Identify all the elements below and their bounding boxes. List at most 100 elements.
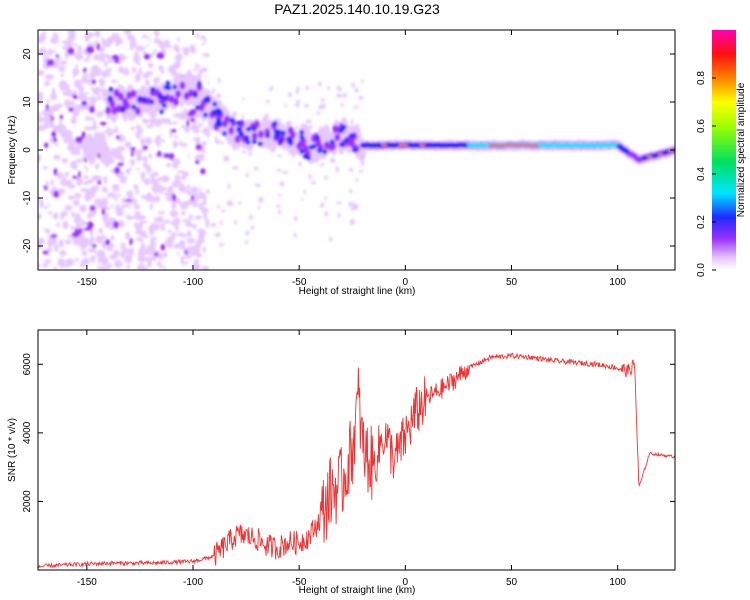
noise-speckle xyxy=(65,41,73,47)
noise-speckle xyxy=(284,100,288,107)
noise-speckle xyxy=(285,211,289,216)
noise-speckle xyxy=(52,137,58,143)
noise-speckle xyxy=(79,236,84,241)
ridge-body xyxy=(321,128,329,141)
noise-speckle xyxy=(304,103,309,108)
noise-speckle xyxy=(101,208,106,216)
x-tick-label: -100 xyxy=(183,577,203,588)
x-tick-label: 100 xyxy=(609,577,626,588)
noise-speckle xyxy=(354,88,359,93)
ridge-clump xyxy=(166,85,172,91)
noise-speckle xyxy=(38,124,46,131)
noise-speckle xyxy=(59,114,64,120)
ridge-clump xyxy=(165,80,171,86)
noise-speckle xyxy=(177,199,181,205)
noise-speckle xyxy=(171,158,180,164)
colorbar-tick-label: 0.6 xyxy=(696,119,707,133)
noise-speckle xyxy=(38,47,48,56)
noise-speckle xyxy=(147,62,154,69)
noise-speckle xyxy=(106,115,111,120)
noise-speckle xyxy=(105,239,111,246)
noise-speckle xyxy=(137,128,144,133)
ridge-clump xyxy=(238,132,244,138)
noise-speckle xyxy=(54,103,60,110)
snr-frame xyxy=(37,329,676,571)
ridge-hotspot xyxy=(534,144,540,147)
noise-speckle xyxy=(62,220,69,230)
noise-speckle xyxy=(198,46,203,54)
noise-speckle xyxy=(75,64,79,68)
noise-speckle xyxy=(126,190,134,198)
noise-speckle xyxy=(320,171,324,175)
noise-speckle xyxy=(96,168,105,174)
noise-speckle xyxy=(162,44,169,48)
noise-speckle xyxy=(48,48,52,57)
noise-speckle xyxy=(57,258,66,267)
noise-speckle xyxy=(195,33,199,39)
noise-speckle xyxy=(136,81,141,87)
noise-speckle xyxy=(63,83,69,89)
noise-speckle xyxy=(349,188,352,194)
noise-speckle xyxy=(197,203,204,207)
noise-speckle xyxy=(250,225,255,230)
noise-speckle xyxy=(126,264,130,270)
noise-speckle xyxy=(265,100,271,103)
noise-speckle xyxy=(128,141,132,148)
noise-speckle xyxy=(162,199,169,207)
noise-speckle xyxy=(109,196,114,205)
noise-speckle xyxy=(67,47,75,55)
noise-speckle xyxy=(348,202,354,207)
noise-speckle xyxy=(185,190,189,194)
noise-speckle xyxy=(75,222,81,230)
noise-speckle xyxy=(212,88,215,94)
noise-speckle xyxy=(67,30,76,37)
noise-speckle xyxy=(167,229,172,234)
noise-speckle xyxy=(184,222,194,227)
ridge-clump xyxy=(349,133,355,139)
colorbar-tick-label: 0.8 xyxy=(696,71,707,85)
noise-speckle xyxy=(198,132,204,136)
snr-panel: -150 -100 -50 0 50 100 2000 4000 6000 Height of… xyxy=(7,329,676,596)
noise-speckle xyxy=(268,165,273,169)
noise-speckle xyxy=(186,119,190,127)
noise-speckle xyxy=(46,59,51,67)
colorbar-tick-label: 0.2 xyxy=(696,215,707,229)
noise-speckle xyxy=(43,121,50,130)
noise-speckle xyxy=(234,243,241,247)
noise-speckle xyxy=(163,251,168,258)
noise-speckle xyxy=(189,152,195,161)
noise-speckle xyxy=(100,50,104,58)
noise-speckle xyxy=(124,198,132,202)
noise-speckle xyxy=(191,249,196,256)
noise-speckle xyxy=(70,225,74,232)
noise-speckle xyxy=(279,181,285,187)
noise-speckle xyxy=(107,263,113,269)
noise-speckle xyxy=(89,213,94,217)
noise-speckle xyxy=(101,72,108,78)
noise-speckle xyxy=(163,152,171,159)
noise-speckle xyxy=(43,56,48,62)
noise-speckle xyxy=(129,248,134,256)
noise-speckle xyxy=(89,178,98,182)
noise-speckle xyxy=(81,75,88,84)
ridge-clump xyxy=(150,87,156,92)
noise-speckle xyxy=(50,92,58,101)
noise-speckle xyxy=(121,198,127,204)
noise-speckle xyxy=(166,162,172,168)
noise-speckle xyxy=(144,178,151,186)
noise-speckle xyxy=(298,161,302,167)
noise-speckle xyxy=(254,165,259,171)
noise-speckle xyxy=(85,115,90,121)
snr-x-label: Height of straight line (km) xyxy=(299,585,416,596)
ridge-clump xyxy=(159,109,165,115)
noise-speckle xyxy=(96,86,101,93)
noise-speckle xyxy=(96,107,106,112)
noise-speckle xyxy=(46,176,52,182)
noise-speckle xyxy=(167,147,175,154)
noise-speckle xyxy=(123,254,133,264)
noise-speckle xyxy=(64,99,71,108)
noise-speckle xyxy=(164,239,171,247)
noise-speckle xyxy=(276,168,282,172)
noise-speckle xyxy=(91,185,100,191)
noise-speckle xyxy=(142,51,147,55)
